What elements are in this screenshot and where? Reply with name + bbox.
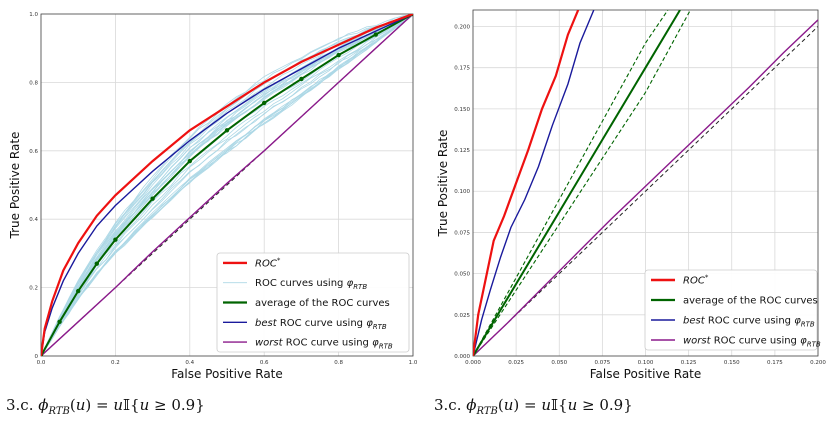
y-axis-label: True Positive Rate [436,130,450,238]
x-tick-label: 1.0 [409,360,418,366]
series-line-average [473,10,681,356]
x-tick-label: 0.000 [465,360,481,366]
x-tick-label: 0.8 [334,360,343,366]
average-point [57,319,62,324]
average-point [150,196,155,201]
average-point [113,237,118,242]
series-line-best [41,14,413,356]
x-tick-label: 0.050 [551,360,567,366]
average-point [373,32,378,37]
average-point [187,158,192,164]
roc-curve [41,14,413,356]
y-tick-label: 0.000 [454,354,470,360]
series-line-best [473,10,595,356]
roc-curve [41,14,413,356]
legend-label: worst ROC curve using φRTB [255,338,393,351]
y-tick-label: 0.125 [454,148,470,154]
y-tick-label: 0.100 [454,189,470,195]
roc-curve [41,14,413,356]
series-line-worst [41,14,413,356]
x-tick-label: 0.6 [260,360,269,366]
x-tick-label: 0.0 [37,360,46,366]
legend-label: ROC* [683,274,709,287]
series-line-worst [473,19,818,356]
x-tick-label: 0.4 [185,360,194,366]
roc-curve [41,14,413,356]
y-tick-label: 0.4 [29,217,38,223]
average-point [262,100,267,106]
legend-label: average of the ROC curves [255,298,390,309]
legend-box [644,269,818,351]
series-line-average-upper [473,10,669,356]
x-tick-label: 0.125 [681,360,697,366]
roc-curve [41,14,413,356]
y-tick-label: 0.2 [29,286,38,292]
average-point [336,52,341,58]
average-point [299,76,304,82]
average-point [94,261,100,266]
legend-label: ROC curves using φRTB [255,278,367,291]
y-tick-label: 1.0 [29,12,38,18]
x-axis-label: False Positive Rate [171,367,283,381]
average-point [76,288,81,294]
roc-curves-bundle [41,14,413,356]
y-tick-label: 0.200 [454,24,470,30]
diagonal-line [473,26,818,356]
legend-label: ROC* [255,256,281,269]
roc-curve [41,14,413,356]
y-tick-label: 0.6 [29,149,38,155]
roc-curve [41,14,413,356]
y-tick-label: 0.175 [454,66,470,72]
legend-label: worst ROC curve using φRTB [683,336,821,349]
y-tick-label: 0.075 [454,230,470,236]
legend-box [216,252,410,353]
figure-caption: 3.c. ϕRTB(u) = u𝕀{u ≥ 0.9} [6,396,205,417]
x-tick-label: 0.200 [810,360,826,366]
series-line-average-lower [473,10,691,356]
x-tick-label: 0.150 [724,360,740,366]
roc-curve [41,14,413,356]
x-tick-label: 0.075 [595,360,611,366]
legend-label: best ROC curve using φRTB [255,318,387,331]
roc-curve [41,14,413,356]
chart-panel-2: 0.000 0.025 0.050 0.075 0.100 0.125 0.150 0.175… [434,9,826,417]
roc-curve [41,14,413,356]
legend-label: average of the ROC curves [683,296,818,307]
axes-frame [472,9,819,357]
x-axis-label: False Positive Rate [590,367,702,381]
y-tick-label: 0.025 [454,313,470,319]
figure-caption: 3.c. ϕRTB(u) = u𝕀{u ≥ 0.9} [434,396,633,417]
series-line-roc-star [473,10,580,356]
series-line-roc-star [41,14,413,356]
x-tick-label: 0.175 [767,360,783,366]
y-tick-label: 0.8 [29,80,38,86]
x-tick-label: 0.2 [111,360,120,366]
x-tick-label: 0.100 [638,360,654,366]
y-tick-label: 0.050 [454,272,470,278]
y-tick-label: 0.150 [454,107,470,113]
legend: ROC* ROC curves using φRTB average of the … [216,252,410,353]
legend: ROC* average of the ROC curves best ROC cu… [644,269,821,351]
x-tick-label: 0.025 [508,360,524,366]
chart-panel-1: 0.0 0.2 0.4 0.6 0.8 1.0 0 0.2 0.4 0.6 0.8 1.0 False … [6,12,418,417]
legend-label: best ROC curve using φRTB [683,316,815,329]
axes-frame [40,13,414,357]
y-tick-label: 0 [35,354,39,360]
y-axis-label: True Positive Rate [8,132,22,240]
average-point [224,128,230,133]
